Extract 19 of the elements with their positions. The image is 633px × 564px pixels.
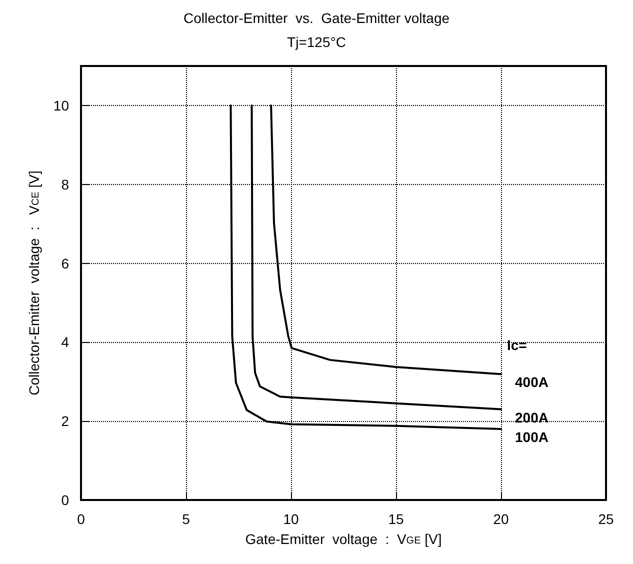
x-tick-label: 5 bbox=[182, 511, 190, 527]
chart-title: Collector-Emitter vs. Gate-Emitter voltage bbox=[183, 10, 450, 26]
x-tick-label: 25 bbox=[598, 511, 614, 527]
x-axis-title: Gate-Emitter voltage : VGE [V] bbox=[245, 531, 442, 547]
y-tick-label: 6 bbox=[61, 255, 70, 272]
x-tick-label: 15 bbox=[388, 511, 404, 527]
x-tick-label: 10 bbox=[283, 511, 299, 527]
annotation: Ic= bbox=[507, 337, 527, 353]
y-tick-label: 2 bbox=[61, 413, 70, 430]
x-tick-label: 20 bbox=[493, 511, 509, 527]
series-label: 100A bbox=[515, 428, 548, 445]
x-tick-label: 0 bbox=[77, 511, 86, 527]
y-tick-label: 4 bbox=[61, 334, 70, 350]
series-label: 400A bbox=[515, 374, 548, 390]
y-axis-title: Collector-Emitter voltage : VCE [V] bbox=[26, 170, 42, 396]
y-tick-label: 0 bbox=[61, 492, 70, 508]
y-tick-label: 8 bbox=[61, 176, 70, 192]
chart-subtitle: Tj=125°C bbox=[287, 34, 346, 50]
y-tick-label: 10 bbox=[53, 97, 70, 114]
